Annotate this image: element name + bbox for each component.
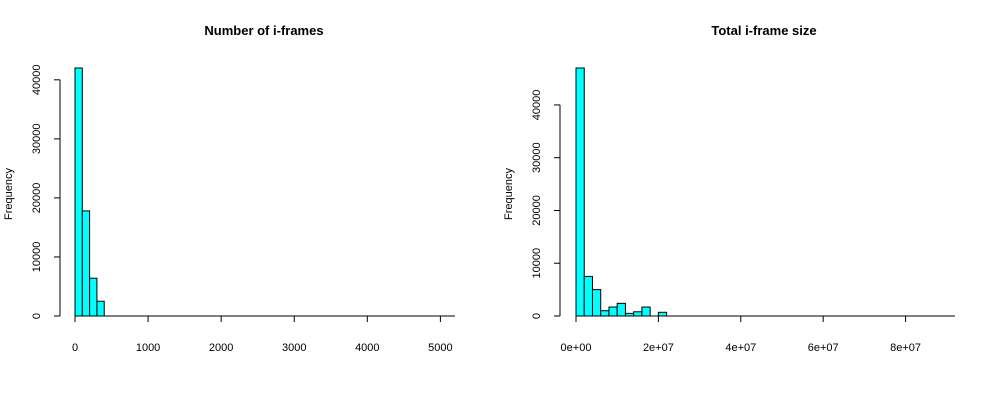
histogram-bar bbox=[616, 302, 626, 317]
histogram-total-iframe-size: Total i-frame size Frequency 0e+00 2e+07 4… bbox=[503, 23, 955, 354]
x-tick-label: 2e+07 bbox=[643, 342, 674, 354]
y-axis: 0 10000 20000 30000 40000 bbox=[531, 90, 561, 319]
y-axis-label: Frequency bbox=[3, 168, 15, 220]
x-tick-label: 6e+07 bbox=[808, 342, 839, 354]
histogram-bar bbox=[633, 311, 643, 317]
y-axis-label: Frequency bbox=[503, 168, 515, 220]
y-tick-label: 40000 bbox=[31, 65, 43, 96]
histogram-bar bbox=[575, 67, 585, 317]
y-tick-label: 20000 bbox=[531, 195, 543, 226]
histogram-bar bbox=[641, 306, 651, 317]
x-tick-label: 3000 bbox=[282, 342, 306, 354]
histogram-bar bbox=[96, 300, 105, 317]
y-tick-label: 10000 bbox=[531, 248, 543, 279]
y-tick-label: 40000 bbox=[531, 90, 543, 121]
histogram-bar bbox=[583, 275, 593, 317]
histogram-bar bbox=[89, 277, 98, 317]
histogram-number-of-iframes: Number of i-frames Frequency 0 1000 2000 30… bbox=[3, 23, 455, 354]
y-tick-label: 0 bbox=[531, 313, 543, 319]
bars bbox=[575, 67, 955, 317]
histogram-bar bbox=[608, 306, 618, 317]
histogram-bar bbox=[657, 311, 668, 317]
x-tick-label: 5000 bbox=[428, 342, 452, 354]
x-tick-label: 1000 bbox=[136, 342, 160, 354]
y-tick-label: 30000 bbox=[31, 124, 43, 155]
histogram-bar bbox=[74, 67, 83, 317]
x-tick-label: 4e+07 bbox=[725, 342, 756, 354]
x-axis: 0 1000 2000 3000 4000 5000 bbox=[72, 315, 453, 354]
x-tick-label: 4000 bbox=[355, 342, 379, 354]
chart-title: Total i-frame size bbox=[711, 23, 816, 38]
y-axis: 0 10000 20000 30000 40000 bbox=[31, 65, 61, 319]
x-tick-label: 2000 bbox=[209, 342, 233, 354]
y-tick-label: 0 bbox=[31, 313, 43, 319]
histogram-bar bbox=[81, 210, 91, 317]
bars bbox=[74, 67, 455, 317]
x-axis: 0e+00 2e+07 4e+07 6e+07 8e+07 bbox=[561, 315, 921, 354]
x-tick-label: 0 bbox=[72, 342, 78, 354]
y-tick-label: 10000 bbox=[31, 242, 43, 273]
x-tick-label: 0e+00 bbox=[561, 342, 592, 354]
histogram-bar bbox=[600, 310, 610, 317]
x-tick-label: 8e+07 bbox=[890, 342, 921, 354]
chart-title: Number of i-frames bbox=[204, 23, 323, 38]
y-tick-label: 30000 bbox=[531, 142, 543, 173]
histogram-bar bbox=[591, 289, 602, 317]
y-tick-label: 20000 bbox=[31, 183, 43, 214]
